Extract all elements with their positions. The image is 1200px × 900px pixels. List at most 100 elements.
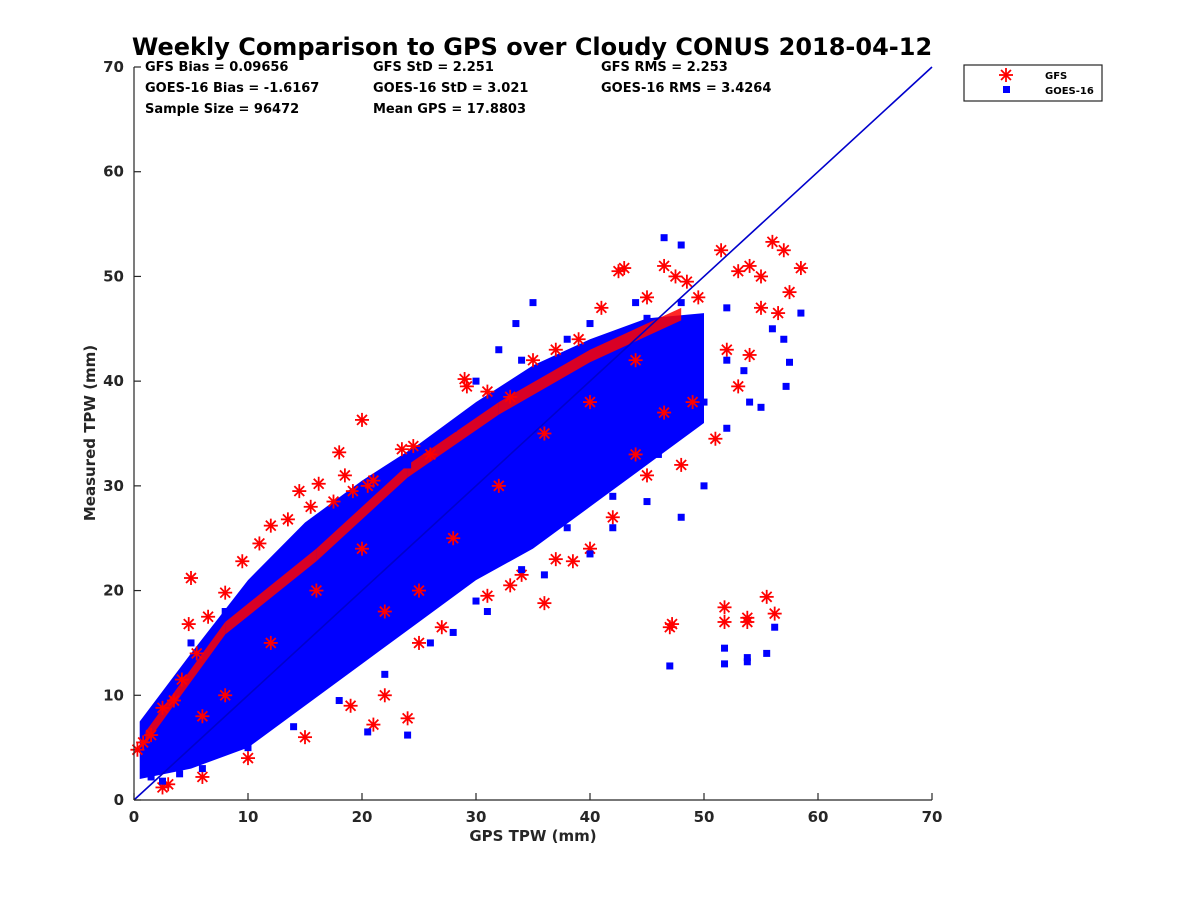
goes-16-point [312,524,320,532]
gfs-point [252,536,267,551]
stat-gfs-std: GFS StD = 2.251 [373,60,494,75]
gfs-point [503,578,518,593]
x-tick-label: 50 [694,808,715,826]
goes-16-point [677,241,685,249]
gfs-point [292,484,307,499]
gfs-point [345,484,360,499]
gfs-point [377,688,392,703]
gfs-point [355,412,369,427]
goes-16-point [518,566,526,574]
gfs-point [628,353,643,368]
goes-16-point [740,367,748,375]
gfs-point [679,274,694,289]
goes-16-point [187,639,195,647]
gfs-point [280,512,295,527]
gfs-point [412,583,426,598]
y-tick-label: 40 [103,372,124,390]
gfs-point [548,342,563,357]
gfs-point [771,306,786,321]
goes-16-point [563,524,571,532]
goes-16-point [159,777,166,785]
goes-16-point [643,498,651,506]
gfs-point [394,442,409,457]
gfs-point [136,735,151,750]
gfs-point [526,353,540,368]
goes-16-point [449,628,457,636]
goes-16-point [786,358,793,366]
goes-16-point [780,335,788,343]
goes-16-point [723,356,731,364]
goes-16-point [147,773,155,781]
goes-16-point [654,450,662,458]
goes-16-point [743,658,751,666]
x-tick-label: 70 [922,808,943,826]
gfs-point [537,596,552,611]
goes-16-point [757,403,765,411]
stats-annotations: GFS Bias = 0.09656 GFS StD = 2.251 GFS R… [145,60,771,117]
y-axis-label: Measured TPW (mm) [81,345,99,521]
stat-gfs-bias: GFS Bias = 0.09656 [145,60,288,75]
goes-16-point [763,649,771,657]
x-tick-label: 40 [580,808,601,826]
gfs-point [731,379,746,394]
goes-16-point [743,654,751,662]
stat-mean-gps: Mean GPS = 17.8803 [373,102,526,117]
goes-16-point [782,382,790,390]
goes-16-point [267,566,275,574]
goes-16-density-cloud [139,313,704,780]
goes-16-point [700,398,708,406]
gfs-point [241,751,255,766]
goes-16-point [426,639,434,647]
x-ticks: 0 10 20 30 40 50 60 70 [129,793,943,826]
goes-16-point [768,325,776,333]
gfs-point [628,447,643,462]
gfs-point [594,300,609,315]
gfs-density-edge [225,548,317,635]
gfs-point [366,473,381,488]
goes-16-point [404,461,412,469]
goes-16-point [472,377,480,385]
gfs-point [491,478,506,493]
gfs-point [303,499,318,514]
gfs-point [657,258,672,273]
goes-16-point [771,623,779,631]
x-tick-label: 20 [352,808,373,826]
gfs-point [377,604,392,619]
gfs-point [571,332,586,347]
legend-goes-marker [1003,86,1010,93]
x-tick-label: 60 [808,808,829,826]
goes-16-point [449,424,457,432]
gfs-point [355,541,369,556]
goes-16-point [358,487,366,495]
gfs-point [668,269,683,284]
goes-16-point [609,492,617,500]
gfs-point [201,609,216,624]
goes-16-point [721,644,729,652]
gfs-point [691,290,706,305]
gfs-point [400,711,415,726]
gfs-point [480,588,495,603]
gfs-point [218,688,233,703]
gfs-point [754,300,768,315]
x-tick-label: 10 [238,808,259,826]
x-tick-label: 0 [129,808,139,826]
y-tick-label: 30 [103,477,124,495]
one-to-one-line [133,66,933,801]
gfs-point [685,395,700,410]
gfs-point [326,494,341,509]
goes-16-point [586,320,594,328]
gfs-point [759,589,774,604]
goes-16-point [529,299,537,307]
gfs-point [337,468,352,483]
gfs-point [765,234,780,249]
goes-16-point [244,744,252,752]
gfs-point [548,552,563,567]
goes-16-point [563,335,571,343]
chart-title: Weekly Comparison to GPS over Cloudy CON… [132,33,932,61]
gfs-point [537,426,552,441]
gfs-point [665,617,680,632]
gfs-point [617,261,632,276]
y-tick-label: 10 [103,686,124,704]
gfs-point [144,728,159,743]
goes-16-point [472,597,480,605]
